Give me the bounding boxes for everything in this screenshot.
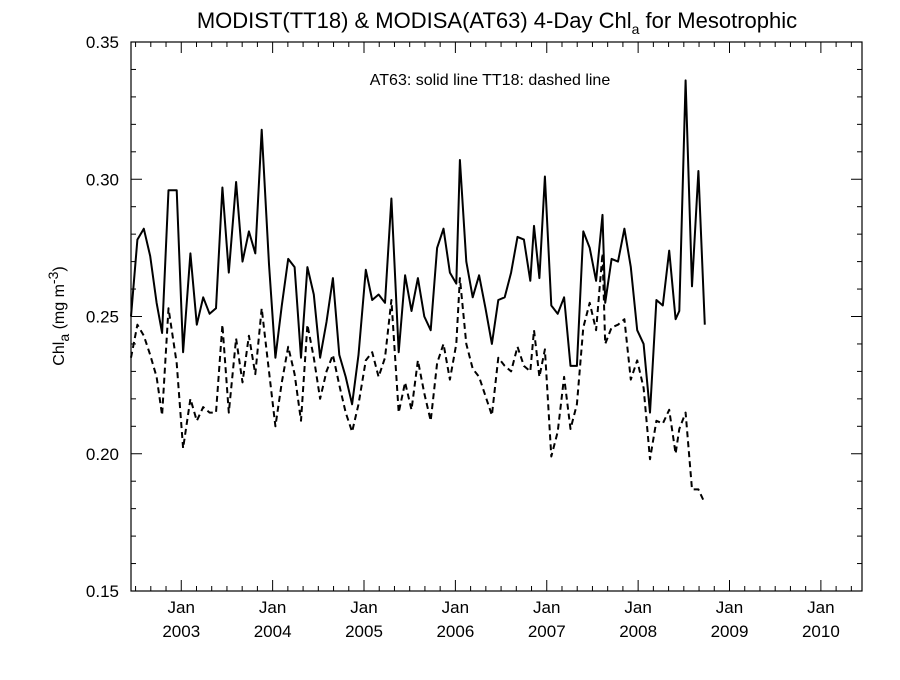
- x-tick-year-label: 2010: [802, 622, 840, 641]
- y-tick-label: 0.25: [86, 308, 119, 327]
- x-tick-year-label: 2009: [711, 622, 749, 641]
- x-tick-month-label: Jan: [624, 598, 651, 617]
- x-tick-year-label: 2003: [162, 622, 200, 641]
- y-axis-ticks: 0.15 0.20 0.25 0.30 0.35: [86, 33, 862, 601]
- y-tick-label: 0.20: [86, 445, 119, 464]
- y-axis-label-units-close: ): [51, 266, 68, 271]
- x-tick-year-label: 2007: [528, 622, 566, 641]
- x-axis-ticks: Jan 2003 Jan 2004 Jan 2005 Jan 2006 Jan 2007 Jan 20…: [135, 42, 852, 641]
- y-axis-label-main: Chl: [51, 342, 68, 366]
- series-line-at63: [130, 79, 706, 414]
- y-axis-label: Chla (mg m-3): [45, 266, 72, 365]
- y-tick-label: 0.15: [86, 582, 119, 601]
- y-axis-label-units: (mg m: [51, 284, 68, 334]
- x-tick-year-label: 2006: [436, 622, 474, 641]
- y-axis-label-superscript: -3: [45, 271, 61, 284]
- x-tick-month-label: Jan: [350, 598, 377, 617]
- x-tick-year-label: 2005: [345, 622, 383, 641]
- x-tick-year-label: 2008: [619, 622, 657, 641]
- y-axis-label-subscript: a: [56, 334, 72, 342]
- chart-title-subscript: a: [632, 21, 640, 37]
- x-tick-month-label: Jan: [807, 598, 834, 617]
- x-tick-month-label: Jan: [716, 598, 743, 617]
- line-style-annotation: AT63: solid line TT18: dashed line: [370, 72, 611, 89]
- chart-title-main: MODIST(TT18) & MODISA(AT63) 4-Day Chl: [197, 8, 632, 33]
- x-tick-month-label: Jan: [259, 598, 286, 617]
- y-tick-label: 0.30: [86, 170, 119, 189]
- x-tick-year-label: 2004: [254, 622, 292, 641]
- x-tick-month-label: Jan: [442, 598, 469, 617]
- y-tick-label: 0.35: [86, 33, 119, 52]
- series-layer: [130, 79, 706, 504]
- chart-title: MODIST(TT18) & MODISA(AT63) 4-Day Chla f…: [197, 8, 797, 37]
- series-line-tt18: [130, 252, 706, 504]
- chart-title-suffix: for Mesotrophic: [639, 8, 797, 33]
- x-tick-month-label: Jan: [533, 598, 560, 617]
- x-tick-month-label: Jan: [168, 598, 195, 617]
